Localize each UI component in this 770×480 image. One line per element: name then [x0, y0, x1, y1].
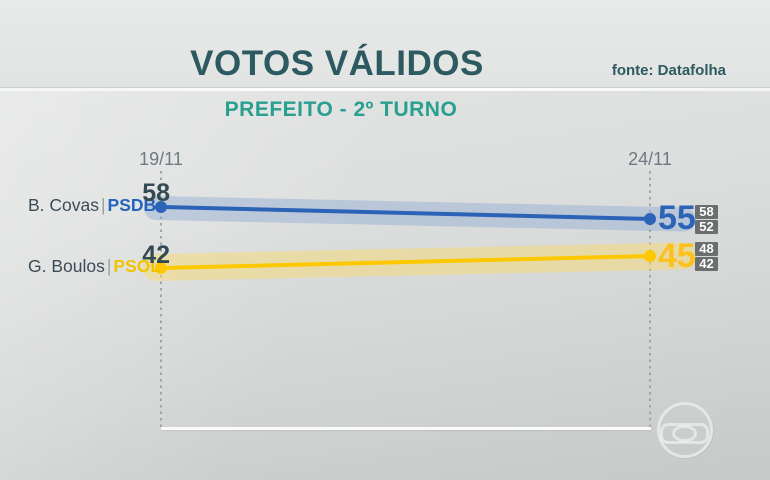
covas-value-19-11: 58: [142, 179, 170, 207]
boulos-value-24-11: 45: [658, 237, 696, 275]
globo-logo-icon: [657, 402, 713, 458]
header-band: [0, 0, 770, 89]
boulos-separator: |: [106, 256, 112, 276]
covas-error-range: 58 52: [695, 205, 718, 234]
source-credit: fonte: Datafolha: [611, 62, 726, 79]
covas-separator: |: [101, 195, 106, 215]
boulos-error-range: 48 42: [695, 242, 718, 271]
header-divider: [0, 88, 770, 91]
boulos-party: PSOL: [113, 256, 162, 276]
boulos-value-19-11: 42: [142, 241, 170, 269]
covas-name: B. Covas: [28, 195, 99, 215]
covas-point-19-11: [155, 201, 167, 213]
covas-party: PSDB: [107, 195, 157, 215]
globo-logo-lens-shape: [672, 425, 697, 442]
boulos-name: G. Boulos: [28, 256, 105, 276]
boulos-point-24-11: [644, 250, 656, 262]
date-label-24-11: 24/11: [628, 149, 672, 169]
gridline-right: [649, 171, 651, 428]
covas-point-24-11: [644, 213, 656, 225]
chart-subtitle: PREFEITO - 2º TURNO: [224, 98, 458, 121]
covas-range-low-badge: 52: [695, 220, 718, 234]
boulos-series-label: G. Boulos | PSOL: [28, 256, 161, 277]
covas-series-label: B. Covas | PSDB: [28, 195, 156, 216]
gridline-left: [160, 171, 162, 428]
date-label-19-11: 19/11: [139, 149, 183, 169]
covas-range-high-badge: 58: [695, 205, 718, 219]
page-title: VOTOS VÁLIDOS: [190, 44, 484, 83]
covas-value-24-11: 55: [658, 199, 696, 237]
boulos-range-low-badge: 42: [695, 257, 718, 271]
boulos-point-19-11: [155, 262, 167, 274]
axis-baseline: [161, 427, 651, 430]
globo-logo-screen-shape: [660, 423, 709, 444]
boulos-range-high-badge: 48: [695, 242, 718, 256]
